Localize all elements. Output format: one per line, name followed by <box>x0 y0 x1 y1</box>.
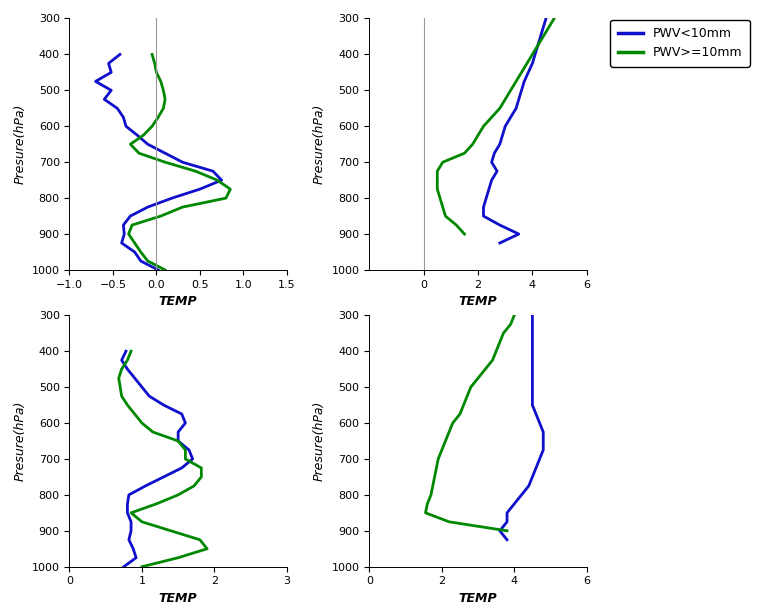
X-axis label: TEMP: TEMP <box>459 295 497 308</box>
Y-axis label: Presure(hPa): Presure(hPa) <box>13 104 26 184</box>
X-axis label: TEMP: TEMP <box>459 592 497 605</box>
Y-axis label: Presure(hPa): Presure(hPa) <box>13 401 26 481</box>
X-axis label: TEMP: TEMP <box>159 592 198 605</box>
X-axis label: TEMP: TEMP <box>159 295 198 308</box>
Legend: PWV<10mm, PWV>=10mm: PWV<10mm, PWV>=10mm <box>611 20 750 67</box>
Y-axis label: Presure(hPa): Presure(hPa) <box>313 104 326 184</box>
Y-axis label: Presure(hPa): Presure(hPa) <box>313 401 326 481</box>
